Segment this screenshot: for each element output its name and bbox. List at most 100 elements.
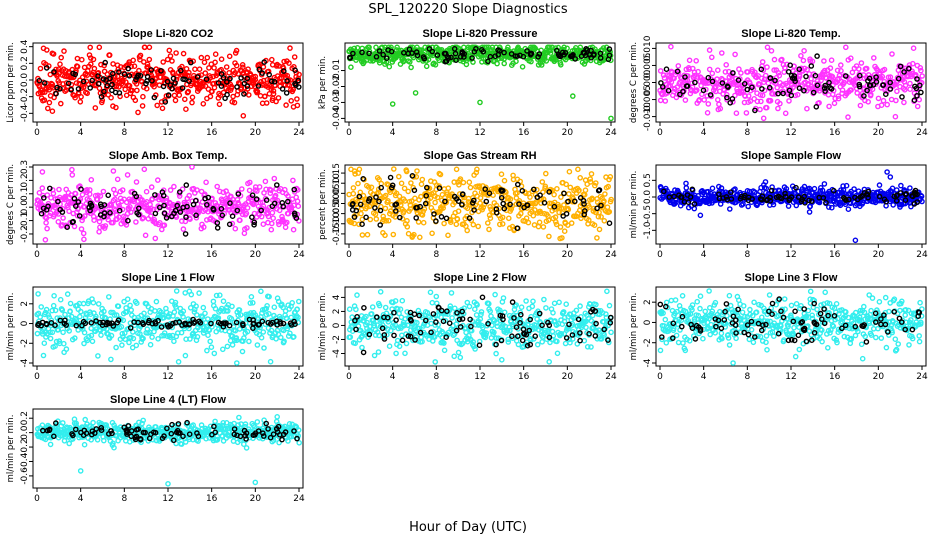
data-point bbox=[290, 333, 297, 340]
overlay-point bbox=[822, 82, 829, 89]
data-point bbox=[588, 57, 594, 64]
data-point bbox=[88, 176, 95, 183]
panel-8-xtick-label: 8 bbox=[433, 372, 439, 382]
panel-3-ytick-label: 0.000 bbox=[643, 69, 653, 95]
data-point bbox=[505, 215, 512, 222]
data-point bbox=[50, 190, 57, 197]
panel-2-ytick-label: -0.01 bbox=[332, 59, 342, 82]
overlay-point bbox=[38, 210, 45, 217]
data-point bbox=[85, 68, 91, 74]
data-point bbox=[220, 189, 227, 196]
overlay-point bbox=[827, 85, 834, 91]
data-point bbox=[776, 187, 783, 194]
data-point bbox=[96, 85, 103, 92]
overlay-point bbox=[158, 68, 164, 74]
panel-1-xtick-label: 16 bbox=[206, 128, 218, 138]
data-point bbox=[287, 45, 293, 51]
overlay-point bbox=[914, 76, 920, 82]
data-point bbox=[451, 353, 458, 360]
outlier-point bbox=[697, 212, 704, 219]
panel-7-points bbox=[34, 288, 302, 366]
data-point bbox=[254, 188, 260, 194]
data-point bbox=[133, 342, 140, 349]
overlay-point bbox=[135, 319, 141, 326]
overlay-point bbox=[423, 184, 430, 191]
data-point bbox=[414, 168, 420, 174]
overlay-point bbox=[57, 86, 63, 92]
overlay-point bbox=[413, 49, 420, 55]
data-point bbox=[370, 317, 377, 324]
data-point bbox=[206, 65, 212, 71]
panel-4-points bbox=[34, 165, 302, 243]
overlay-point bbox=[864, 87, 870, 94]
outlier-point bbox=[269, 95, 276, 102]
data-point bbox=[404, 217, 410, 224]
data-point bbox=[724, 91, 730, 98]
data-point bbox=[447, 303, 454, 309]
overlay-point bbox=[459, 191, 466, 198]
overlay-point bbox=[431, 211, 437, 217]
data-point bbox=[477, 316, 484, 322]
overlay-point bbox=[169, 85, 175, 92]
overlay-point bbox=[685, 199, 692, 205]
data-point bbox=[829, 204, 835, 211]
data-point bbox=[516, 197, 523, 204]
overlay-point bbox=[453, 195, 460, 202]
data-point bbox=[52, 343, 58, 350]
data-point bbox=[193, 214, 200, 221]
data-point bbox=[657, 68, 664, 74]
data-point bbox=[539, 179, 546, 185]
overlay-point bbox=[441, 50, 448, 57]
data-point bbox=[557, 224, 564, 230]
data-point bbox=[407, 206, 414, 212]
panel-8-xtick-label: 16 bbox=[518, 372, 530, 382]
data-point bbox=[884, 101, 891, 108]
data-point bbox=[47, 335, 54, 342]
overlay-point bbox=[125, 65, 131, 72]
data-point bbox=[226, 53, 233, 60]
data-point bbox=[756, 81, 763, 88]
overlay-point bbox=[214, 220, 221, 226]
overlay-point bbox=[796, 66, 803, 72]
data-point bbox=[534, 186, 540, 193]
data-point bbox=[186, 69, 192, 76]
data-point bbox=[775, 105, 781, 112]
data-point bbox=[770, 201, 777, 208]
data-point bbox=[507, 196, 514, 202]
overlay-point bbox=[223, 79, 230, 85]
data-point bbox=[763, 104, 770, 111]
data-point bbox=[224, 308, 231, 314]
data-point bbox=[577, 44, 584, 51]
data-point bbox=[204, 347, 210, 354]
data-point bbox=[875, 95, 882, 102]
data-point bbox=[288, 98, 295, 104]
data-point bbox=[354, 45, 361, 51]
data-point bbox=[457, 176, 464, 182]
data-point bbox=[685, 73, 691, 79]
data-point bbox=[188, 291, 195, 298]
overlay-point bbox=[914, 93, 920, 99]
overlay-point bbox=[357, 201, 364, 208]
data-point bbox=[244, 86, 251, 92]
overlay-point bbox=[528, 50, 535, 57]
data-point bbox=[84, 186, 90, 193]
data-point bbox=[395, 173, 402, 180]
data-point bbox=[290, 226, 297, 233]
overlay-point bbox=[500, 200, 507, 207]
panel-1-xtick-label: 12 bbox=[162, 128, 173, 138]
overlay-point bbox=[856, 81, 863, 88]
overlay-point bbox=[772, 77, 778, 84]
outlier-point bbox=[81, 236, 87, 243]
data-point bbox=[140, 93, 146, 100]
panel-8-ytick-label: 0 bbox=[332, 322, 342, 328]
data-point bbox=[130, 57, 136, 64]
overlay-point bbox=[581, 201, 587, 207]
panel-6-xtick-label: 8 bbox=[744, 250, 750, 260]
data-point bbox=[523, 190, 529, 197]
overlay-point bbox=[709, 78, 716, 85]
overlay-point bbox=[88, 202, 95, 208]
data-point bbox=[60, 215, 66, 221]
data-point bbox=[514, 190, 520, 196]
overlay-point bbox=[65, 80, 72, 87]
data-point bbox=[727, 206, 733, 212]
